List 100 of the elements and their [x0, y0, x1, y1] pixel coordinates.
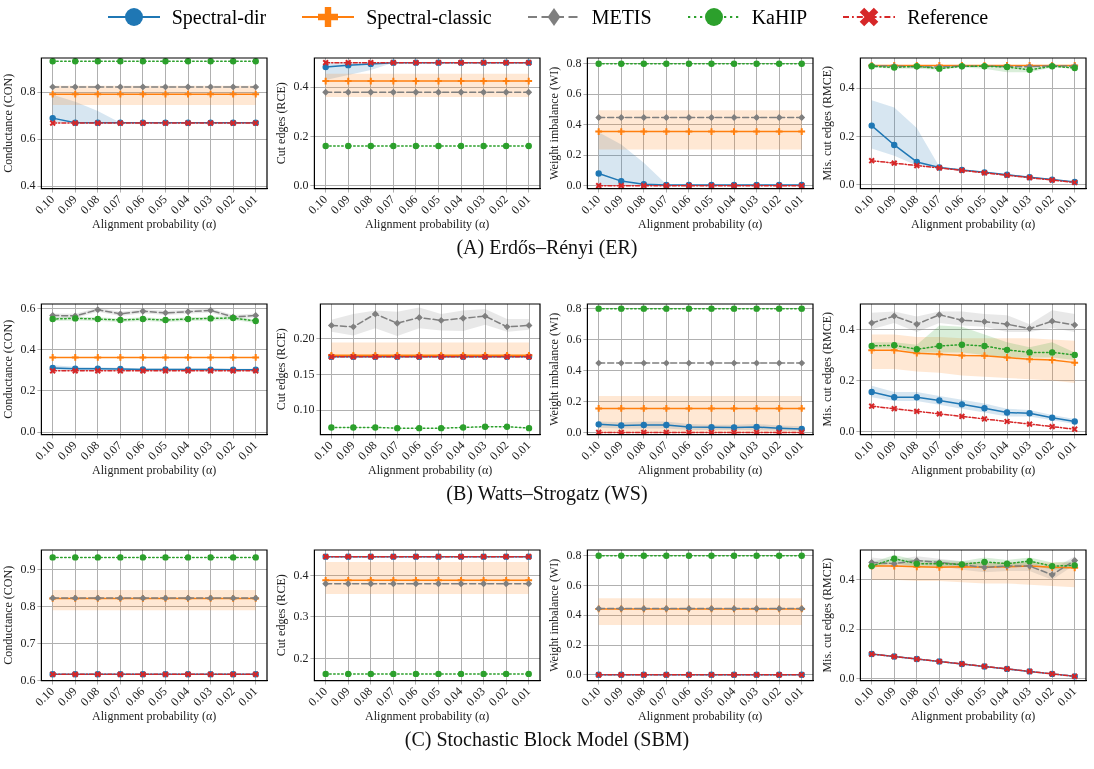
x-tick-label: 0.02	[212, 438, 238, 463]
x-tick-label: 0.04	[713, 438, 739, 463]
text: (B) Watts–Strogatz (WS)	[445, 482, 649, 505]
legend-label: METIS	[591, 5, 652, 29]
legend-label: KaHIP	[751, 5, 808, 29]
x-tick-label: 0.05	[145, 192, 170, 217]
x-axis-title: Alignment probability (α)	[365, 708, 490, 723]
x-axis-title: Alignment probability (α)	[911, 216, 1036, 231]
x-tick-label: 0.04	[440, 684, 466, 709]
x-tick-label: 0.05	[691, 684, 716, 709]
x-tick-label: 0.04	[167, 192, 193, 217]
x-tick-label: 0.09	[873, 192, 899, 217]
y-axis-title: Conductance (CON)	[1, 319, 16, 419]
y-axis-title: Conductance (CON)	[1, 565, 16, 665]
x-tick-label: 0.03	[463, 684, 488, 709]
x-tick-label: 0.02	[1031, 438, 1057, 463]
x-axis-title: Alignment probability (α)	[92, 216, 217, 231]
x-tick-label: 0.05	[418, 192, 443, 217]
y-tick-label: 0.4	[293, 567, 309, 582]
x-tick-label: 0.04	[986, 438, 1012, 463]
x-tick-label: 0.01	[781, 192, 807, 217]
y-tick-label: 0.0	[566, 666, 582, 681]
y-axis-title: Weight imbalance (WI)	[547, 312, 562, 426]
x-axis-title: Alignment probability (α)	[368, 462, 493, 477]
y-tick-label: 0.2	[293, 650, 309, 665]
x-tick-label: 0.02	[1031, 192, 1057, 217]
x-tick-label: 0.05	[691, 438, 716, 463]
y-tick-label: 0.4	[839, 80, 855, 95]
y-tick-label: 0.0	[20, 424, 36, 439]
x-tick-label: 0.02	[1031, 684, 1057, 709]
y-tick-label: 0.9	[20, 561, 36, 576]
y-axis-title: Mis. cut edges (RMCE)	[820, 65, 835, 181]
x-tick-label: 0.06	[668, 192, 694, 217]
y-tick-label: 0.0	[839, 423, 855, 438]
y-tick-label: 0.4	[20, 342, 36, 357]
x-axis-title: Alignment probability (α)	[92, 462, 217, 477]
x-tick-label: 0.09	[600, 192, 626, 217]
x-tick-label: 0.04	[986, 684, 1012, 709]
y-tick-label: 0.4	[566, 362, 582, 377]
y-tick-label: 0.6	[20, 300, 36, 315]
x-tick-label: 0.06	[941, 438, 967, 463]
y-tick-label: 0.0	[839, 670, 855, 685]
x-tick-label: 0.01	[1054, 192, 1080, 217]
x-tick-label: 0.02	[212, 192, 238, 217]
x-tick-label: 0.06	[122, 192, 148, 217]
legend-label: Spectral-classic	[366, 5, 492, 29]
x-tick-label: 0.05	[964, 684, 989, 709]
x-axis-title: Alignment probability (α)	[911, 462, 1036, 477]
y-tick-label: 0.2	[20, 383, 36, 398]
x-axis-title: Alignment probability (α)	[638, 462, 763, 477]
x-tick-label: 0.03	[190, 192, 215, 217]
y-tick-label: 0.4	[293, 79, 309, 94]
y-axis-title: Weight imbalance (WI)	[547, 66, 562, 180]
y-tick-label: 0.6	[20, 672, 36, 687]
y-tick-label: 0.2	[566, 147, 582, 162]
x-axis-title: Alignment probability (α)	[92, 708, 217, 723]
x-tick-label: 0.02	[212, 684, 238, 709]
x-axis-title: Alignment probability (α)	[365, 216, 490, 231]
x-tick-label: 0.03	[463, 192, 488, 217]
y-tick-label: 0.8	[566, 547, 582, 562]
x-tick-label: 0.04	[167, 684, 193, 709]
x-axis-title: Alignment probability (α)	[638, 708, 763, 723]
x-tick-label: 0.02	[485, 192, 511, 217]
x-tick-label: 0.05	[145, 684, 170, 709]
y-tick-label: 0.8	[566, 300, 582, 315]
x-tick-label: 0.09	[600, 684, 626, 709]
y-tick-label: 0.8	[20, 84, 36, 99]
x-tick-label: 0.06	[941, 192, 967, 217]
y-tick-label: 0.2	[566, 393, 582, 408]
x-tick-label: 0.02	[758, 192, 784, 217]
x-tick-label: 0.01	[235, 438, 261, 463]
x-tick-label: 0.02	[758, 684, 784, 709]
y-axis-title: Weight imbalance (WI)	[547, 558, 562, 672]
x-tick-label: 0.01	[1054, 684, 1080, 709]
x-tick-label: 0.01	[1054, 438, 1080, 463]
y-tick-label: 0.6	[20, 131, 36, 146]
text: (C) Stochastic Block Model (SBM)	[403, 728, 691, 751]
x-tick-label: 0.04	[713, 684, 739, 709]
x-tick-label: 0.04	[440, 192, 466, 217]
y-tick-label: 0.2	[566, 637, 582, 652]
y-tick-label: 0.0	[566, 177, 582, 192]
y-tick-label: 0.6	[566, 331, 582, 346]
x-tick-label: 0.04	[986, 192, 1012, 217]
x-tick-label: 0.06	[395, 192, 421, 217]
x-tick-label: 0.03	[736, 684, 761, 709]
x-axis-title: Alignment probability (α)	[911, 708, 1036, 723]
y-tick-label: 0.3	[293, 609, 309, 624]
y-axis-title: Cut edges (RCE)	[274, 82, 289, 165]
legend-label: Spectral-dir	[171, 5, 267, 29]
y-tick-label: 0.10	[293, 402, 315, 417]
y-tick-label: 0.8	[20, 598, 36, 613]
y-axis-title: Conductance (CON)	[1, 73, 16, 173]
y-axis-title: Mis. cut edges (RMCE)	[820, 557, 835, 673]
x-tick-label: 0.01	[781, 438, 807, 463]
y-tick-label: 0.4	[566, 607, 582, 622]
y-tick-label: 0.15	[293, 366, 315, 381]
y-tick-label: 0.7	[20, 635, 36, 650]
x-tick-label: 0.06	[122, 684, 148, 709]
x-tick-label: 0.09	[600, 438, 626, 463]
x-tick-label: 0.09	[327, 192, 353, 217]
